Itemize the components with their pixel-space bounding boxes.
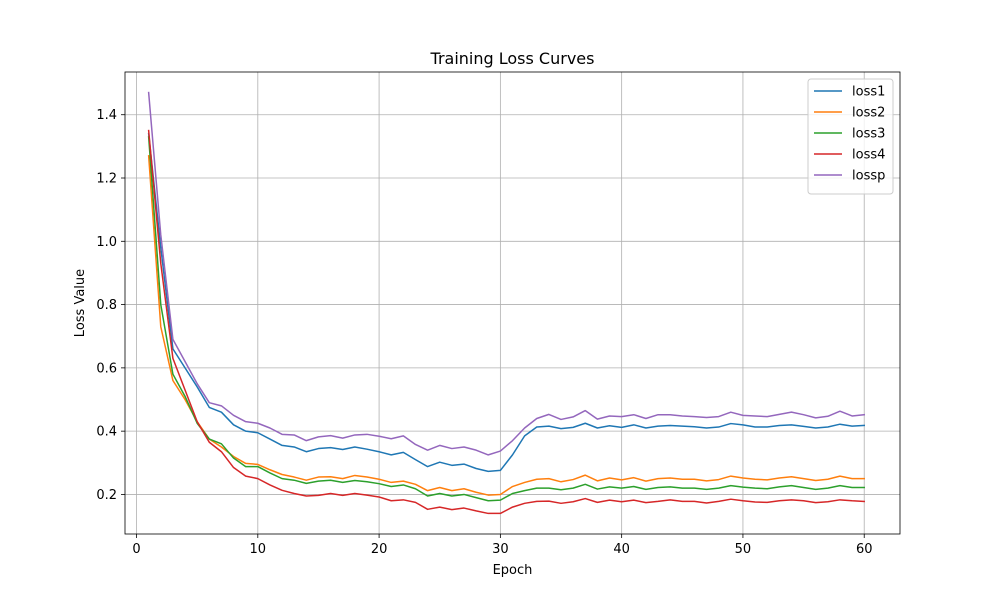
legend-label: loss4 xyxy=(852,148,885,163)
series-line-lossp xyxy=(147,91,866,456)
x-axis-label: Epoch xyxy=(493,563,533,578)
x-tick-label: 0 xyxy=(132,542,140,557)
y-tick-label: 1.2 xyxy=(96,172,117,187)
y-tick-label: 1.4 xyxy=(96,108,117,123)
series-line-loss4 xyxy=(147,129,866,515)
legend-label: loss3 xyxy=(852,127,885,142)
legend-label: lossp xyxy=(852,169,885,184)
series-line-loss1 xyxy=(147,132,866,473)
x-tick-label: 50 xyxy=(735,542,752,557)
y-axis: 0.2 0.4 0.6 0.8 1.0 1.2 1.4 xyxy=(96,108,125,503)
chart-title: Training Loss Curves xyxy=(430,49,595,68)
y-tick-label: 0.6 xyxy=(96,361,117,376)
x-axis: 0 10 20 30 40 50 60 xyxy=(132,534,872,557)
legend-label: loss2 xyxy=(852,106,885,121)
legend-label: loss1 xyxy=(852,85,885,100)
legend-box xyxy=(807,78,894,195)
grid xyxy=(125,72,900,534)
x-tick-label: 60 xyxy=(856,542,873,557)
series-line-loss3 xyxy=(147,136,865,502)
series-layer xyxy=(147,91,866,515)
y-tick-label: 0.4 xyxy=(96,425,117,440)
x-tick-label: 20 xyxy=(371,542,388,557)
x-tick-label: 10 xyxy=(250,542,267,557)
y-tick-label: 0.2 xyxy=(96,488,117,503)
plot-frame xyxy=(124,71,901,535)
x-tick-label: 40 xyxy=(613,542,630,557)
series-line-loss2 xyxy=(147,155,865,496)
y-tick-label: 1.0 xyxy=(96,235,117,250)
y-tick-label: 0.8 xyxy=(96,298,117,313)
legend: loss1 loss2 loss3 loss4 lossp xyxy=(807,78,894,195)
y-axis-label: Loss Value xyxy=(73,269,88,337)
x-tick-label: 30 xyxy=(492,542,509,557)
